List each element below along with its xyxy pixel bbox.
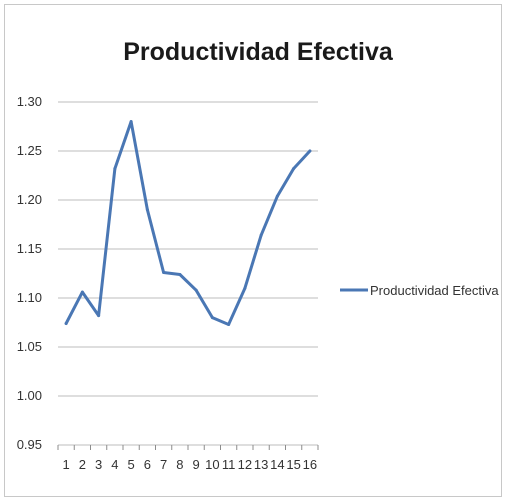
data-point bbox=[210, 316, 214, 320]
data-point bbox=[227, 322, 231, 326]
y-tick-label: 1.00 bbox=[17, 388, 42, 403]
x-tick-label: 7 bbox=[160, 457, 167, 472]
series-group bbox=[64, 120, 312, 326]
data-point bbox=[97, 314, 101, 318]
series-line-0 bbox=[64, 120, 312, 326]
y-tick-label: 1.20 bbox=[17, 192, 42, 207]
data-point bbox=[308, 149, 312, 153]
x-tick-label: 10 bbox=[205, 457, 219, 472]
chart-title: Productividad Efectiva bbox=[123, 38, 394, 66]
y-tick-label: 1.10 bbox=[17, 290, 42, 305]
data-point bbox=[145, 208, 149, 212]
data-point bbox=[178, 272, 182, 276]
data-point bbox=[275, 194, 279, 198]
data-point bbox=[64, 321, 68, 325]
x-tick-label: 6 bbox=[144, 457, 151, 472]
x-axis: 1 2 3 4 5 6 7 8 9 10 11 12 13 14 15 16 bbox=[57, 445, 319, 472]
x-tick-label: 1 bbox=[63, 457, 70, 472]
x-tick-label: 15 bbox=[286, 457, 300, 472]
y-axis-ticks: 0.95 1.00 1.05 1.10 1.15 1.20 1.25 1.30 bbox=[17, 94, 42, 452]
x-tick-label: 3 bbox=[95, 457, 102, 472]
data-point bbox=[80, 290, 84, 294]
x-tick-label: 13 bbox=[254, 457, 268, 472]
y-tick-label: 0.95 bbox=[17, 437, 42, 452]
chart-frame bbox=[4, 4, 502, 497]
x-tick-label: 9 bbox=[193, 457, 200, 472]
legend-label: Productividad Efectiva bbox=[370, 283, 499, 298]
data-point bbox=[259, 233, 263, 237]
data-point bbox=[243, 286, 247, 290]
x-tick-label: 12 bbox=[238, 457, 252, 472]
legend: Productividad Efectiva bbox=[340, 283, 499, 298]
y-tick-label: 1.30 bbox=[17, 94, 42, 109]
y-tick-label: 1.25 bbox=[17, 143, 42, 158]
data-point bbox=[129, 120, 133, 124]
grid-lines bbox=[58, 101, 318, 446]
x-tick-label: 8 bbox=[176, 457, 183, 472]
y-tick-label: 1.15 bbox=[17, 241, 42, 256]
x-tick-label: 2 bbox=[79, 457, 86, 472]
x-tick-label: 4 bbox=[111, 457, 118, 472]
data-point bbox=[292, 167, 296, 171]
x-tick-label: 11 bbox=[222, 457, 236, 472]
y-tick-label: 1.05 bbox=[17, 339, 42, 354]
x-tick-label: 14 bbox=[270, 457, 284, 472]
data-point bbox=[194, 288, 198, 292]
x-tick-label: 5 bbox=[128, 457, 135, 472]
data-point bbox=[162, 271, 166, 275]
x-tick-label: 16 bbox=[303, 457, 317, 472]
data-point bbox=[113, 167, 117, 171]
